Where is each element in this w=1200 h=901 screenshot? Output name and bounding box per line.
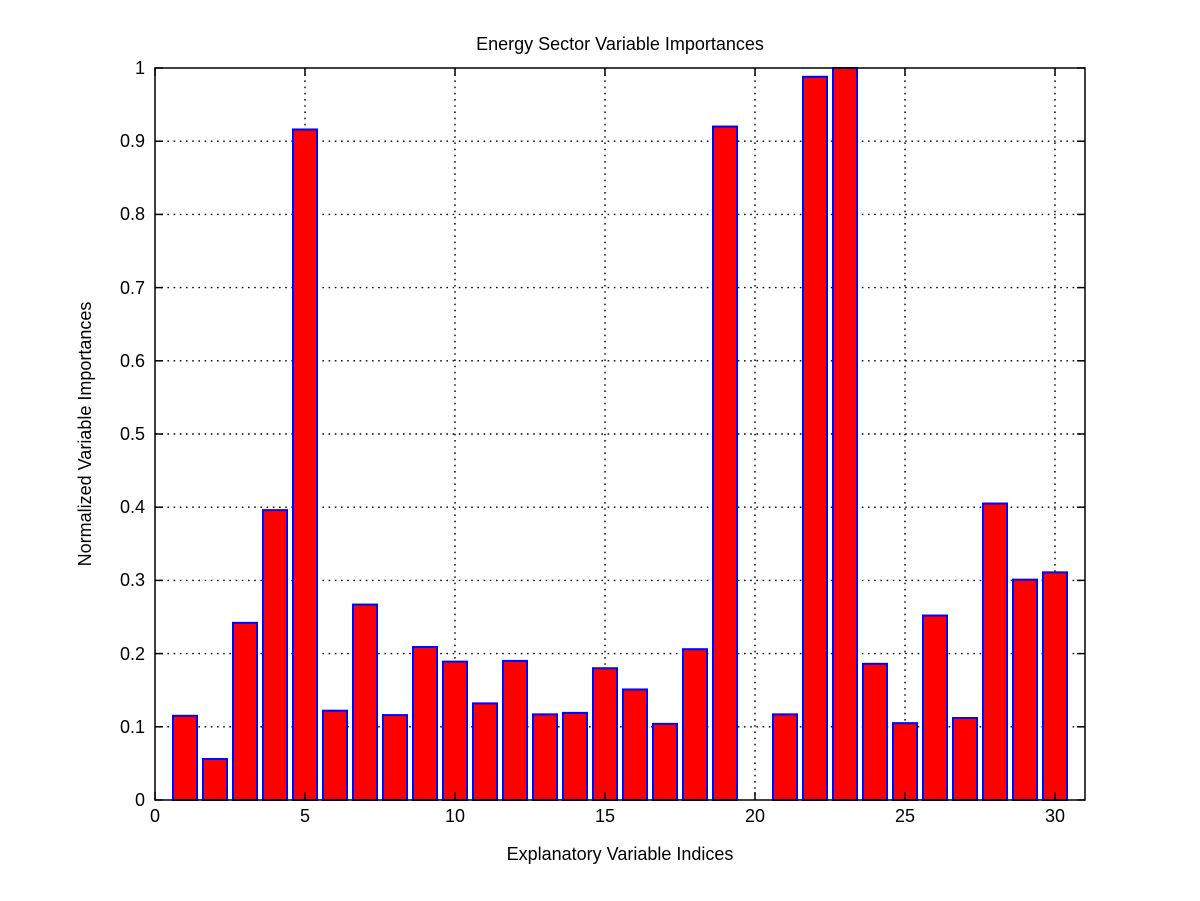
bar bbox=[952, 717, 978, 801]
bar bbox=[562, 711, 588, 802]
plot-frame bbox=[154, 67, 1086, 801]
bar bbox=[262, 509, 288, 801]
bar bbox=[202, 758, 228, 801]
bar bbox=[412, 646, 438, 802]
bar bbox=[892, 722, 918, 802]
x-tick-label: 10 bbox=[444, 806, 466, 826]
bar bbox=[1042, 571, 1068, 802]
y-tick-label: 0.8 bbox=[119, 204, 145, 225]
y-axis-label: Normalized Variable Importances bbox=[75, 301, 95, 567]
bar bbox=[802, 75, 828, 801]
bar bbox=[502, 659, 528, 801]
bar bbox=[1012, 578, 1038, 802]
x-tick-label: 5 bbox=[299, 806, 310, 826]
bar bbox=[442, 660, 468, 801]
bar bbox=[862, 662, 888, 802]
bar bbox=[922, 614, 948, 802]
bar bbox=[772, 713, 798, 802]
y-tick-label: 0.4 bbox=[119, 497, 145, 518]
bar bbox=[592, 667, 618, 801]
bar bbox=[832, 67, 858, 801]
bar bbox=[652, 722, 678, 802]
y-tick-label: 0.7 bbox=[119, 277, 145, 298]
y-tick-label: 1 bbox=[134, 58, 145, 78]
x-tick-label: 15 bbox=[594, 806, 616, 826]
y-tick-label: 0 bbox=[134, 790, 145, 810]
y-tick-label: 0.1 bbox=[119, 716, 145, 737]
bar bbox=[622, 688, 648, 802]
x-tick-label: 30 bbox=[1044, 806, 1066, 826]
bar bbox=[232, 621, 258, 802]
y-tick-label: 0.5 bbox=[119, 424, 145, 444]
bar bbox=[352, 603, 378, 802]
y-tick-label: 0.3 bbox=[119, 570, 145, 591]
chart-title: Energy Sector Variable Importances bbox=[476, 34, 764, 54]
bar bbox=[532, 713, 558, 802]
y-tick-label: 0.9 bbox=[119, 131, 145, 152]
y-tick-label: 0.2 bbox=[119, 643, 145, 664]
bar bbox=[472, 702, 498, 801]
bar bbox=[322, 709, 348, 801]
x-axis-label: Explanatory Variable Indices bbox=[506, 844, 734, 864]
bar bbox=[712, 125, 738, 801]
bar bbox=[682, 648, 708, 802]
x-tick-label: 0 bbox=[149, 806, 160, 826]
bar bbox=[382, 714, 408, 802]
x-tick-label: 20 bbox=[744, 806, 766, 826]
y-tick-label: 0.6 bbox=[119, 350, 145, 371]
x-tick-label: 25 bbox=[894, 806, 916, 826]
bar bbox=[982, 502, 1008, 801]
bar bbox=[292, 128, 318, 802]
bar bbox=[172, 714, 198, 802]
